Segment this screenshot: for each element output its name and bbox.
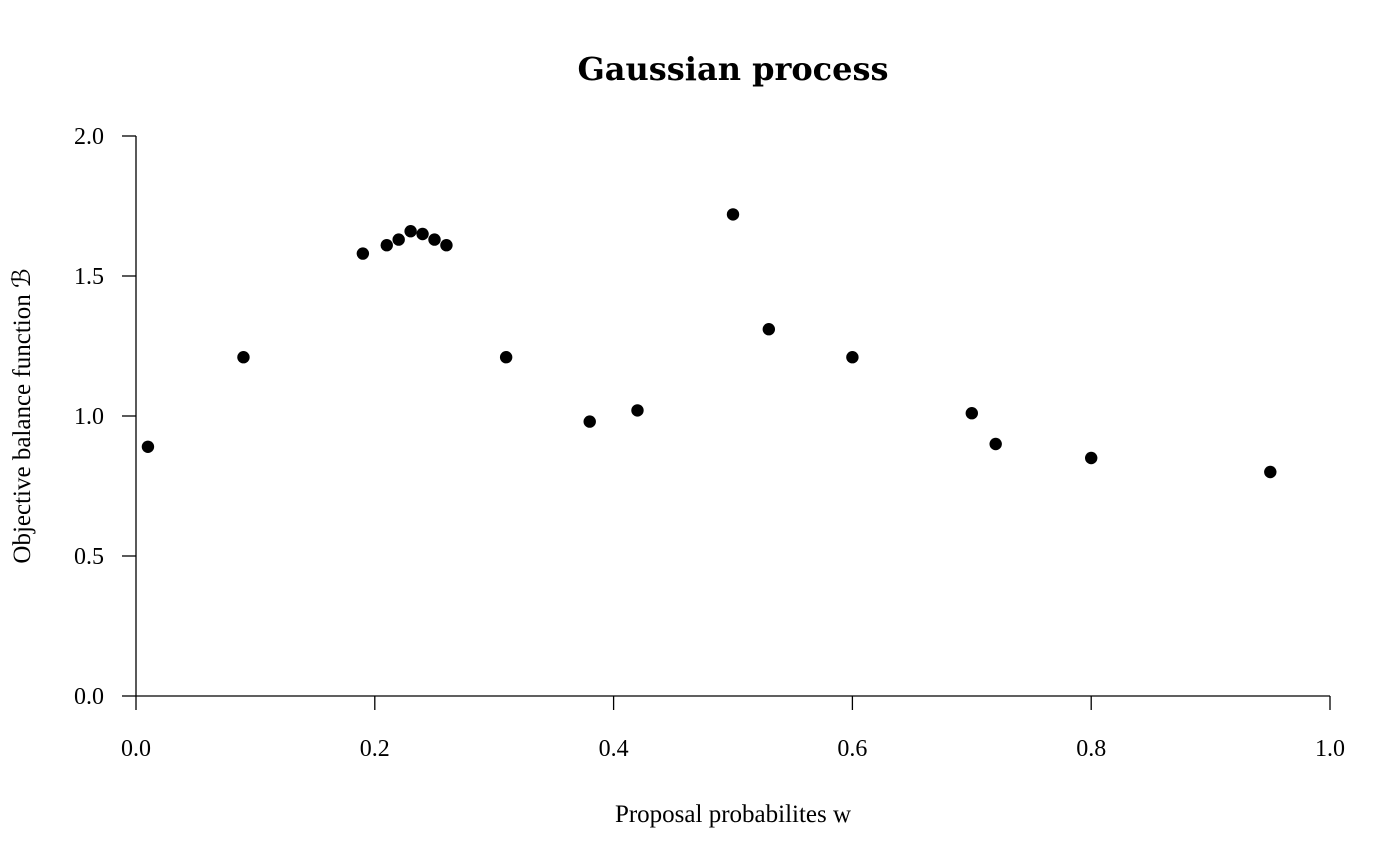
x-axis-label: Proposal probabilites w (615, 801, 851, 828)
y-tick-label: 0.5 (74, 544, 104, 570)
x-axis-ticks: 0.0 0.2 0.4 0.6 0.8 1.0 (121, 696, 1345, 762)
x-tick-label: 0.4 (599, 736, 629, 762)
x-tick-label: 0.6 (837, 736, 867, 762)
data-point (428, 233, 441, 246)
data-point (404, 225, 417, 238)
data-point (416, 227, 429, 241)
data-point (762, 323, 776, 336)
x-tick-label: 0.2 (360, 736, 390, 762)
data-point (392, 233, 405, 246)
data-point (356, 247, 370, 260)
data-points (141, 208, 1277, 479)
y-axis-label: Objective balance function ℬ (9, 268, 36, 563)
data-point (380, 239, 393, 252)
data-point (499, 351, 513, 364)
data-point (237, 351, 250, 364)
data-point (726, 208, 740, 221)
data-point (440, 239, 453, 252)
data-point (965, 407, 978, 420)
x-tick-label: 1.0 (1315, 736, 1345, 762)
y-axis-ticks: 0.0 0.5 1.0 1.5 2.0 (74, 124, 136, 710)
y-tick-label: 2.0 (74, 124, 104, 150)
data-point (141, 440, 155, 453)
x-tick-label: 0.0 (121, 736, 151, 762)
data-point (583, 415, 596, 428)
chart-title: Gaussian process (577, 50, 888, 88)
data-point (989, 437, 1002, 451)
data-point (846, 351, 859, 364)
y-tick-label: 1.0 (74, 404, 104, 430)
x-tick-label: 0.8 (1076, 736, 1106, 762)
y-tick-label: 1.5 (74, 264, 104, 290)
data-point (631, 404, 644, 417)
data-point (1264, 465, 1277, 479)
y-tick-label: 0.0 (74, 684, 104, 710)
data-point (1085, 451, 1098, 465)
